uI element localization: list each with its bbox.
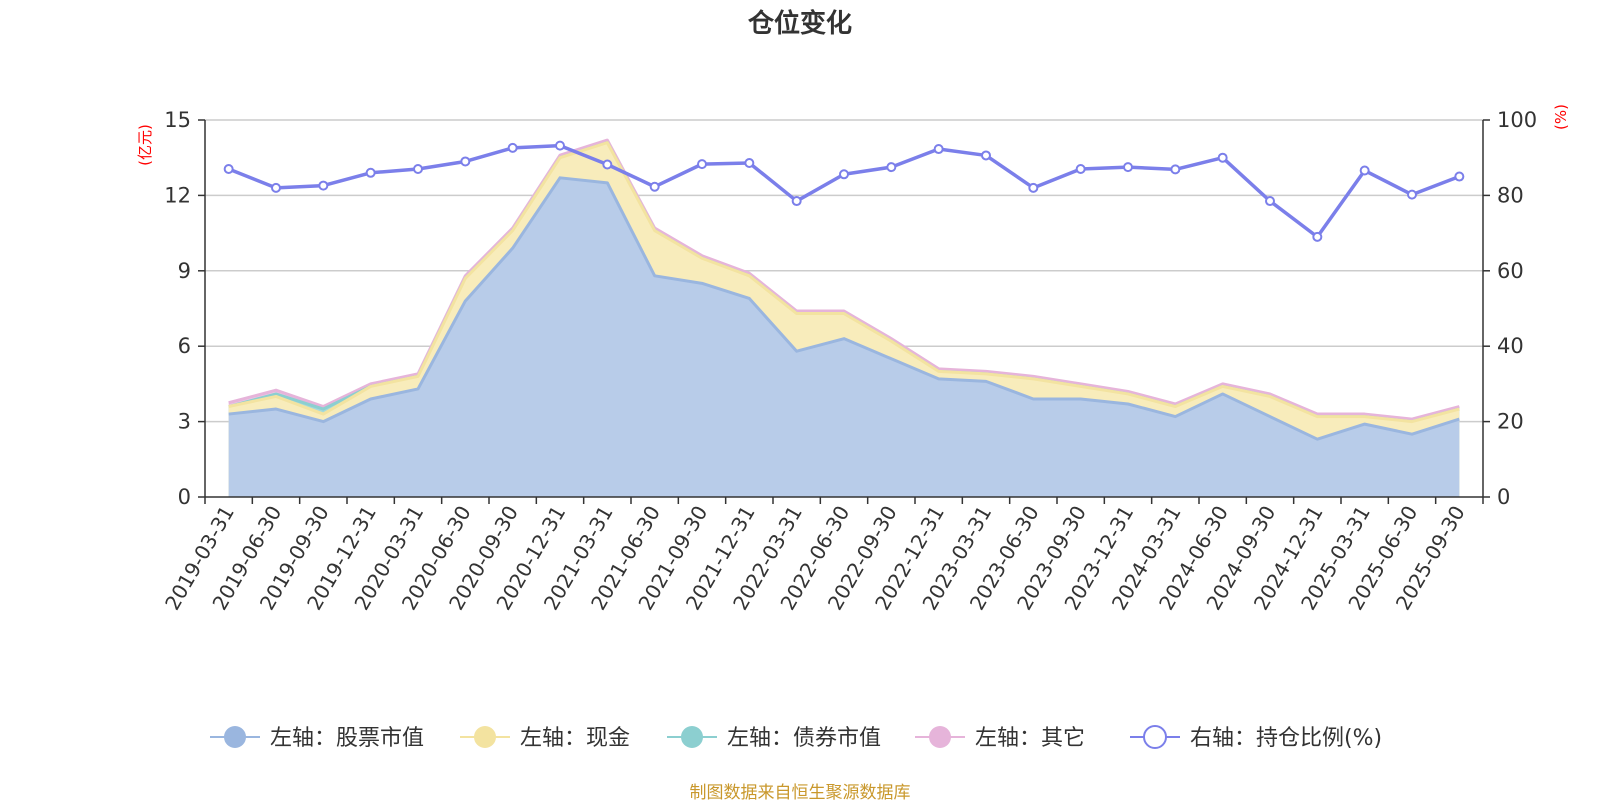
- right-tick-label: 100: [1497, 108, 1537, 132]
- stacked-areas: [228, 138, 1460, 497]
- ratio-point: [1123, 162, 1133, 173]
- ratio-point: [271, 182, 281, 193]
- legend-marker: [474, 726, 496, 748]
- legend-item-1: 左轴：现金: [460, 726, 630, 751]
- source-note: 制图数据来自恒生聚源数据库: [690, 783, 911, 800]
- legend-label: 左轴：现金: [520, 726, 630, 751]
- legend-item-3: 左轴：其它: [915, 726, 1085, 751]
- right-tick-label: 60: [1497, 259, 1524, 283]
- legend-label: 左轴：其它: [975, 726, 1085, 751]
- left-axis-unit: (亿元): [136, 124, 154, 166]
- left-tick-label: 0: [178, 485, 191, 509]
- chart-title: 仓位变化: [747, 8, 852, 39]
- ratio-line-series: [223, 140, 1465, 242]
- ratio-point: [555, 140, 565, 151]
- left-tick-label: 12: [164, 183, 191, 207]
- ratio-point: [839, 169, 849, 180]
- ratio-point: [1359, 165, 1370, 176]
- ratio-point: [1265, 196, 1275, 207]
- left-tick-label: 3: [178, 410, 191, 434]
- right-axis-unit: (%): [1552, 104, 1570, 130]
- left-tick-label: 6: [178, 334, 191, 358]
- right-tick-label: 80: [1497, 183, 1524, 207]
- ratio-line: [228, 143, 1460, 239]
- left-tick-label: 15: [164, 108, 191, 132]
- ratio-point: [649, 181, 660, 192]
- legend-item-4: 右轴：持仓比例(%): [1130, 725, 1382, 751]
- legend-item-2: 左轴：债券市值: [667, 726, 881, 751]
- ratio-point: [602, 159, 613, 170]
- left-tick-label: 9: [178, 259, 191, 283]
- axes: [204, 120, 1484, 498]
- ratio-point: [1217, 152, 1228, 163]
- ratio-point: [744, 157, 755, 168]
- ratio-point: [933, 144, 944, 155]
- ratio-point: [981, 150, 991, 161]
- ratio-point: [507, 142, 518, 153]
- right-axis-ticks: 0 20 40 60 80 100: [1483, 108, 1537, 509]
- area-0: [228, 177, 1460, 497]
- right-tick-label: 40: [1497, 334, 1524, 358]
- ratio-point: [460, 156, 471, 167]
- x-axis-ticks: 2019-03-312019-06-302019-09-302019-12-31…: [160, 497, 1484, 614]
- ratio-point: [318, 180, 329, 191]
- ratio-point: [1028, 182, 1039, 193]
- right-tick-label: 20: [1497, 410, 1524, 434]
- legend-marker: [929, 726, 951, 748]
- legend-marker: [224, 726, 246, 748]
- legend-label: 右轴：持仓比例(%): [1190, 726, 1382, 751]
- legend-label: 左轴：股票市值: [270, 726, 424, 751]
- legend-item-0: 左轴：股票市值: [210, 726, 424, 751]
- ratio-point: [1454, 171, 1465, 182]
- ratio-point: [365, 167, 376, 178]
- legend-label: 左轴：债券市值: [727, 726, 881, 751]
- ratio-point: [223, 164, 234, 175]
- ratio-point: [413, 164, 423, 175]
- legend-marker: [1143, 725, 1167, 749]
- right-tick-label: 0: [1497, 485, 1510, 509]
- ratio-point: [1407, 189, 1417, 200]
- legend-marker: [681, 726, 703, 748]
- legend: 左轴：股票市值 左轴：现金 左轴：债券市值 左轴：其它 右轴：持仓比例(%): [210, 725, 1382, 751]
- area-edge-0: [228, 176, 1460, 441]
- ratio-point: [791, 196, 802, 207]
- ratio-point: [1170, 164, 1181, 175]
- area-edge-1: [228, 141, 1460, 424]
- ratio-point: [1312, 231, 1323, 242]
- left-axis-ticks: 0 3 6 9 12 15: [164, 108, 205, 509]
- ratio-point: [1075, 164, 1086, 175]
- ratio-point: [697, 159, 707, 170]
- ratio-point: [886, 162, 897, 173]
